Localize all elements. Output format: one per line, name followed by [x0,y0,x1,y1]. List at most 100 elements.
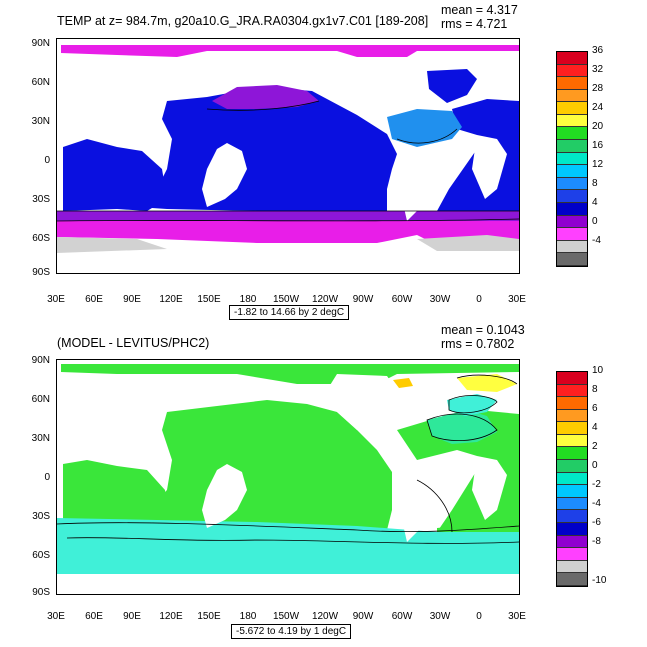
p2-lon-30w: 30W [429,611,451,622]
panel2-colorbar-swatch [557,460,587,473]
p2-lat-30s: 30S [32,511,50,522]
p2-cb-label-10: -10 [592,575,607,586]
p2-cb-label-4: 2 [592,441,598,452]
panel2-mean: mean = 0.1043 [441,323,525,337]
panel2-colorbar-swatch [557,447,587,461]
panel2-map-svg [57,364,519,574]
p2-lon-0: 0 [476,611,482,622]
panel2-colorbar-swatch [557,510,587,523]
panel2-colorbar-swatch [557,560,587,574]
p1-lon-0: 0 [476,294,482,305]
p1-indian [63,139,167,211]
p1-cb-label-0: 36 [592,45,604,56]
panel1-title: TEMP at z= 984.7m, g20a10.G_JRA.RA0304.g… [57,14,429,28]
p2-south-america [392,470,432,542]
p1-cb-label-1: 32 [592,64,604,75]
p2-lon-90e: 90E [123,611,141,622]
p2-pacific [137,400,392,530]
p2-cb-label-9: -8 [592,536,601,547]
p2-contour-5 [456,374,518,385]
panel1-colorbar-swatch [557,140,587,153]
p1-lat-0: 0 [44,155,50,166]
p2-cb-label-3: 4 [592,422,598,433]
p1-antarctic-grey-w [57,237,167,253]
p1-lat-30n: 30N [31,116,50,127]
panel2-title: (MODEL - LEVITUS/PHC2) [57,336,210,350]
panel2-colorbar-swatch [557,548,587,561]
panel1-colorbar-swatch [557,177,587,191]
p2-arctic [61,364,519,384]
p2-lat-0: 0 [44,472,50,483]
panel1-colorbar-swatch [557,215,587,229]
panel1-colorbar-swatch [557,190,587,203]
panel1-colorbar-swatch [557,52,587,65]
p1-lat-60n: 60N [31,77,50,88]
p1-antarctic-grey-e [417,235,519,251]
panel1-colorbar-swatch [557,89,587,103]
p1-contour-4 [396,128,458,144]
p2-south-atlantic-green [437,520,519,532]
p2-cb-label-5: 0 [592,460,598,471]
panel1-colorbar-swatch [557,127,587,141]
panel2-colorbar-swatch [557,535,587,549]
p1-cb-label-2: 28 [592,83,604,94]
p2-cb-label-2: 6 [592,403,598,414]
p1-lon-180: 180 [239,294,257,305]
p2-contour-2 [66,537,519,544]
p1-cb-label-6: 12 [592,159,604,170]
panel1-colorbar-swatch [557,253,587,266]
p2-lat-90s: 90S [32,587,50,598]
p2-lon-120w: 120W [311,611,339,622]
panel2-colorbar-swatch [557,485,587,498]
p2-lat-60s: 60S [32,550,50,561]
p2-info-box: -5.672 to 4.19 by 1 degC [231,624,352,639]
p2-australia [202,464,247,528]
p1-cb-label-10: -4 [592,235,601,246]
panel2-map [56,359,520,595]
panel1-colorbar-swatch [557,102,587,115]
panel2-colorbar-swatch [557,573,587,586]
panel2-colorbar-swatch [557,397,587,410]
p1-south-america [392,149,432,221]
panel2-colorbar-swatch [557,372,587,385]
p1-southern-purple [57,211,519,221]
p1-lon-150w: 150W [272,294,300,305]
panel2-rms: rms = 0.7802 [441,337,515,351]
p2-contour-3 [426,413,498,441]
p2-lon-180: 180 [239,611,257,622]
p1-arctic-warm [61,45,519,57]
p1-cb-label-9: 0 [592,216,598,227]
p1-lon-120e: 120E [159,294,183,305]
p2-cb-label-1: 8 [592,384,598,395]
p2-lon-90w: 90W [352,611,374,622]
p1-lon-90w: 90W [352,294,374,305]
p2-greenland-sea-warm [457,374,517,392]
p2-colorbar [556,371,588,587]
p1-lat-60s: 60S [32,233,50,244]
p1-lon-60e: 60E [85,294,103,305]
p1-pacific [127,87,397,211]
panel1-colorbar-swatch [557,228,587,241]
panel1-rms: rms = 4.721 [441,17,508,31]
p2-north-atlantic [427,410,497,444]
p2-contour-1 [57,522,519,533]
panel2-colorbar-swatch [557,422,587,435]
panel1-map [56,38,520,274]
p2-baffin-warm [393,378,413,388]
p2-north-america [327,374,397,430]
p1-southern-magenta [57,221,519,245]
p2-cb-label-7: -4 [592,498,601,509]
p2-lon-30e: 30E [47,611,65,622]
p1-cb-label-3: 24 [592,102,604,113]
p2-africa [472,456,507,520]
p2-lat-30n: 30N [31,433,50,444]
p1-cb-label-7: 8 [592,178,598,189]
panel2-colorbar-swatch [557,434,587,448]
panel1-colorbar-swatch [557,152,587,166]
p2-cb-label-0: 10 [592,365,604,376]
panel2-colorbar-swatch [557,522,587,536]
panel1-colorbar-swatch [557,240,587,254]
p1-cb-label-5: 16 [592,140,604,151]
p1-lat-90s: 90S [32,267,50,278]
